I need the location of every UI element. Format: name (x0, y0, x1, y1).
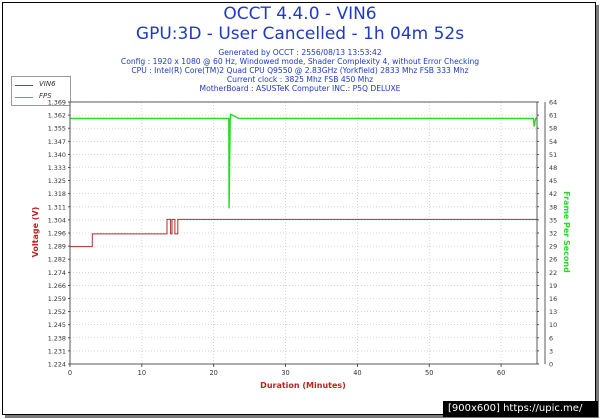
y-tick-label-left: 1.362 (48, 112, 66, 120)
tick-labels: 1.224 01.231 31.238 61.245 101.252 131.259 161… (48, 99, 557, 378)
x-axis-label: Duration (Minutes) (260, 381, 346, 390)
y-tick-label-right: 58 (549, 125, 557, 133)
y-tick-label-left: 1.289 (48, 243, 66, 251)
chart-title: OCCT 4.4.0 - VIN6 (223, 4, 377, 24)
info-motherboard: MotherBoard : ASUSTeK Computer INC.: P5Q… (199, 84, 401, 93)
y-tick-label-right: 54 (549, 138, 557, 146)
y-tick-label-left: 1.340 (48, 151, 66, 159)
y-tick-label-left: 1.252 (48, 308, 66, 316)
legend-label-vin6: VIN6 (39, 80, 56, 88)
series-line-fps (70, 113, 537, 209)
y-axis-label-left: Voltage (V) (31, 207, 40, 258)
y-tick-label-left: 1.369 (48, 99, 66, 107)
legend-swatch-vin6 (15, 85, 33, 86)
x-tick-label: 60 (497, 369, 505, 377)
axes (68, 101, 546, 367)
info-clock: Current clock : 3825 Mhz FSB 450 Mhz (226, 75, 374, 84)
plot-border (69, 101, 538, 365)
y-tick-label-left: 1.266 (48, 282, 66, 290)
y-tick-label-right: 10 (549, 321, 557, 329)
legend-swatch-fps (15, 97, 33, 98)
y-tick-label-right: 48 (549, 164, 557, 172)
y-tick-label-right: 32 (549, 230, 557, 238)
y-tick-label-right: 29 (549, 243, 557, 251)
y-tick-label-left: 1.355 (48, 125, 66, 133)
y-tick-label-left: 1.325 (48, 177, 66, 185)
y-tick-label-right: 3 (549, 347, 553, 355)
plot-area (70, 102, 537, 364)
y-tick-label-right: 61 (549, 112, 557, 120)
info-config: Config : 1920 x 1080 @ 60 Hz, Windowed m… (120, 57, 480, 66)
x-tick-label: 0 (68, 369, 72, 377)
y-tick-label-left: 1.231 (48, 347, 66, 355)
x-tick-label: 40 (353, 369, 361, 377)
series-line-vin6 (70, 218, 537, 248)
chart-legend: VIN6 FPS (11, 76, 71, 106)
y-tick-label-right: 16 (549, 295, 557, 303)
info-cpu: CPU : Intel(R) Core(TM)2 Quad CPU Q9550 … (131, 66, 469, 75)
y-tick-label-right: 42 (549, 190, 557, 198)
y-tick-label-right: 0 (549, 361, 553, 369)
y-axis-label-right: Frame Per Second (562, 191, 571, 273)
y-tick-label-left: 1.274 (48, 269, 66, 277)
y-tick-label-left: 1.238 (48, 334, 66, 342)
y-tick-label-left: 1.318 (48, 190, 66, 198)
y-tick-label-right: 19 (549, 282, 557, 290)
y-tick-label-right: 64 (549, 99, 557, 107)
y-tick-label-left: 1.259 (48, 295, 66, 303)
footer-banner: [900x600] https://upic.me/ (443, 401, 598, 417)
y-tick-label-left: 1.224 (48, 361, 66, 369)
y-tick-label-left: 1.311 (48, 203, 66, 211)
y-tick-label-right: 51 (549, 151, 557, 159)
y-tick-label-right: 38 (549, 203, 557, 211)
info-generated: Generated by OCCT : 2556/08/13 13:53:42 (218, 48, 382, 57)
chart-subtitle: GPU:3D - User Cancelled - 1h 04m 52s (135, 24, 465, 44)
y-tick-label-right: 13 (549, 308, 557, 316)
x-tick-label: 50 (425, 369, 433, 377)
y-tick-label-left: 1.347 (48, 138, 66, 146)
y-tick-label-left: 1.333 (48, 164, 66, 172)
y-tick-label-left: 1.282 (48, 256, 66, 264)
y-tick-label-right: 6 (549, 334, 553, 342)
y-tick-label-right: 22 (549, 269, 557, 277)
y-tick-label-right: 45 (549, 177, 557, 185)
y-tick-label-left: 1.304 (48, 216, 66, 224)
legend-label-fps: FPS (39, 92, 52, 100)
y-tick-label-left: 1.296 (48, 230, 66, 238)
series-lines (70, 113, 537, 248)
y-tick-label-right: 26 (549, 256, 557, 264)
x-tick-label: 30 (281, 369, 289, 377)
x-tick-label: 20 (209, 369, 217, 377)
grid-lines (69, 101, 537, 365)
x-tick-label: 10 (138, 369, 146, 377)
y-tick-label-right: 35 (549, 216, 557, 224)
y-tick-label-left: 1.245 (48, 321, 66, 329)
